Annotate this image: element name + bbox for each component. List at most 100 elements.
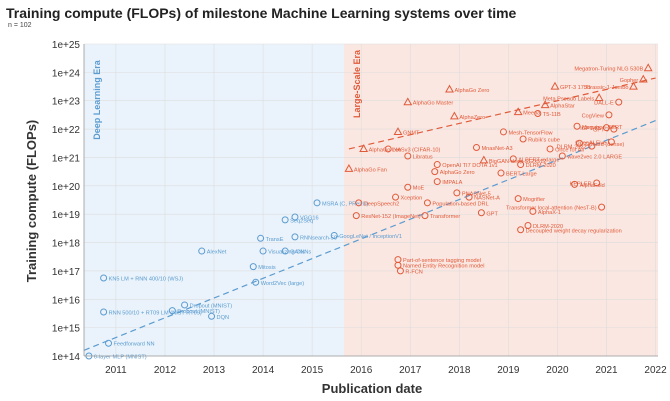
data-point [607, 138, 615, 146]
x-tick-label: 2017 [399, 365, 422, 376]
y-tick-label: 1e+21 [52, 153, 81, 164]
data-point-triangle [344, 163, 354, 172]
data-point-label: Xception [401, 196, 423, 202]
data-point [453, 189, 461, 197]
data-point [499, 128, 507, 136]
data-point-label: GNMT [403, 130, 420, 136]
data-point [610, 125, 618, 133]
data-point [605, 111, 613, 119]
data-point-label: Feedforward NN [114, 342, 155, 348]
data-point-label: DLRM-2022 [557, 145, 587, 151]
data-point-label: Mesh-TensorFlow [508, 130, 553, 136]
data-point-triangle [359, 144, 369, 153]
data-point [546, 145, 554, 153]
data-point [423, 199, 431, 207]
data-point-label: ResNet-152 (ImageNet) [361, 214, 421, 220]
data-point [465, 193, 473, 201]
data-point [558, 152, 566, 160]
x-tick-label: 2012 [154, 365, 177, 376]
data-point [524, 222, 532, 230]
data-point [404, 183, 412, 191]
data-point-label: Named Entity Recognition model [403, 264, 484, 270]
data-point [100, 308, 108, 316]
x-axis-label: Publication date [322, 381, 422, 396]
data-point-label: MSRA (C, PReLU) [322, 201, 368, 207]
data-point-label: AlphaX-1 [538, 210, 561, 216]
data-point-triangle [550, 81, 560, 90]
data-point [529, 207, 537, 215]
y-axis-label: Training compute (FLOPs) [24, 120, 39, 283]
x-tick-label: 2015 [301, 365, 324, 376]
data-point-label: Meena [523, 111, 541, 117]
data-point-label: AlphaGo Fan [354, 167, 387, 173]
y-tick-label: 1e+22 [52, 125, 81, 136]
data-point-label: VGG16 [300, 216, 319, 222]
data-point-triangle [629, 81, 638, 90]
axes: 1e+14 1e+15 1e+16 1e+17 1e+18 1e+19 1e+20 1e+21… [52, 40, 667, 376]
data-point-label: GShard (dense) [585, 142, 625, 148]
data-point-label: ALBERT-xxlarge [518, 157, 559, 163]
data-point-label: GANs [290, 250, 305, 256]
x-tick-label: 2020 [546, 365, 569, 376]
data-point-triangle [643, 63, 653, 72]
data-point-label: DeepSpeech2 [364, 201, 399, 207]
x-tick-label: 2019 [497, 365, 520, 376]
y-tick-label: 1e+25 [52, 40, 81, 51]
era-label-deep-learning: Deep Learning Era [92, 59, 102, 140]
data-point-label: MnasNet-A3 [481, 146, 512, 152]
data-point-label: T5-11B [543, 112, 561, 118]
y-tick-label: 1e+16 [52, 295, 81, 306]
data-point-label: R-FCN [405, 269, 422, 275]
data-point [100, 274, 108, 282]
data-point-label: IMPALA [442, 180, 462, 186]
data-point-label: DLRM-2020 [526, 163, 556, 169]
data-point-label: CogView [582, 113, 605, 119]
data-point-label: AlphaGo Zero [440, 170, 475, 176]
data-point-label: OpenAI Five [575, 140, 606, 146]
data-point-label: Megatron-BERT [582, 125, 623, 131]
data-point [352, 212, 360, 220]
data-point-label: AlphaFold [580, 183, 605, 189]
data-point [198, 247, 206, 255]
data-point [168, 307, 176, 315]
data-point [394, 261, 402, 269]
data-point [249, 263, 257, 271]
data-point [497, 169, 505, 177]
data-point-label: DALL-E [594, 101, 614, 107]
data-point [313, 199, 321, 207]
data-point-triangle [594, 93, 604, 101]
data-point-label: GPT-J [593, 128, 609, 134]
data-point [573, 122, 581, 130]
data-points: 6-layer MLP (MNIST) Feedforward NN KN5 LM … [85, 63, 653, 361]
data-point [602, 124, 610, 132]
data-point [208, 312, 216, 320]
x-tick-label: 2014 [252, 365, 275, 376]
data-point-label: Mogrifier [523, 197, 545, 203]
y-tick-label: 1e+23 [52, 97, 81, 108]
data-point-label: DLRM-2020 [533, 224, 563, 230]
data-point-label: Rubik's cube [528, 138, 560, 144]
data-point [404, 152, 412, 160]
data-point [181, 301, 189, 309]
data-point-label: Decoupled weight decay regularization [526, 228, 622, 234]
data-point-label: Mitosis [258, 265, 276, 271]
y-tick-label: 1e+15 [52, 324, 81, 335]
data-point-label: wave2vec 2.0 LARGE [566, 155, 622, 161]
data-point-triangle [638, 74, 648, 83]
data-point [517, 161, 525, 169]
data-point-label: Libratus [413, 155, 433, 161]
data-point [291, 233, 299, 241]
data-point [105, 339, 113, 347]
data-point [509, 155, 517, 163]
chart-title: Training compute (FLOPs) of milestone Ma… [6, 5, 517, 21]
trend-line-large-scale [348, 77, 656, 150]
data-point [257, 234, 265, 242]
data-point [384, 145, 392, 153]
data-point-label: TransE [266, 237, 284, 243]
x-tick-label: 2016 [350, 365, 373, 376]
y-tick-label: 1e+19 [52, 210, 81, 221]
chart-subtitle: n = 102 [8, 22, 32, 29]
data-point [615, 98, 623, 106]
